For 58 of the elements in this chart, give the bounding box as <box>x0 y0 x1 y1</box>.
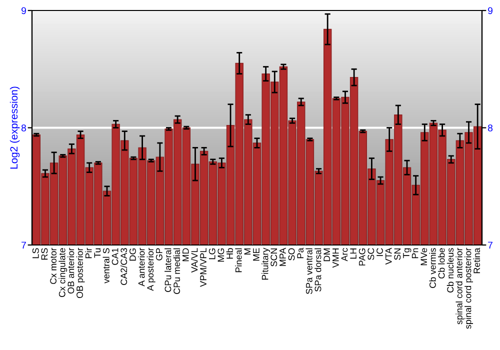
x-tick-label: LG <box>208 248 216 260</box>
x-tick-label: SC <box>368 248 374 260</box>
x-tick-label: PAG <box>358 248 366 266</box>
x-tick-label: SPa dorsal <box>314 248 322 292</box>
x-tick-label: Pn <box>412 248 418 258</box>
x-tick-label: MD <box>182 248 189 262</box>
x-tick-label: Cb vermis <box>429 248 436 288</box>
x-tick-label: SO <box>288 248 295 260</box>
x-tick-label: VA/VL <box>191 248 198 273</box>
y-tick-label: 7 <box>22 242 26 249</box>
x-tick-label: SN <box>394 248 401 260</box>
x-tick-label: Tg <box>403 248 412 258</box>
x-tick-label: Pituitary <box>262 248 270 280</box>
x-tick-label: Hb <box>226 248 233 259</box>
x-tick-label: MG <box>218 248 224 262</box>
x-tick-label: Cb nucleus <box>446 248 454 292</box>
x-tick-label: CA1 <box>112 248 118 265</box>
x-tick-label: Arc <box>341 248 348 262</box>
x-tick-label: ventral S <box>102 248 110 284</box>
x-tick-label: ME <box>253 248 260 261</box>
x-tick-label: LH <box>350 248 356 259</box>
x-tick-label: OB posterior <box>76 248 85 298</box>
x-tick-label: spinal cord posterior <box>464 248 473 329</box>
x-tick-label: Cx cingulate <box>58 248 68 297</box>
x-tick-label: Pir <box>85 248 92 258</box>
x-tick-label: VTA <box>385 248 392 265</box>
x-tick-label: CA2/CA3 <box>120 248 128 285</box>
x-tick-label: Pa <box>297 248 304 258</box>
x-tick-label: Cx motor <box>50 248 56 284</box>
x-tick-label: VPM/VPL <box>200 248 206 287</box>
y2-tick-label: 8 <box>488 124 493 132</box>
y-tick-label: 8 <box>21 124 26 132</box>
y-axis-title: Log2 (expression) <box>10 86 20 169</box>
y-tick-label: 9 <box>21 7 26 14</box>
x-tick-label: Pineal <box>235 248 242 272</box>
x-tick-label: SCN <box>270 248 278 266</box>
y2-tick-label: 9 <box>488 7 492 14</box>
x-tick-label: A anterior <box>138 248 145 286</box>
x-tick-label: RS <box>41 248 48 260</box>
x-tick-label: DG <box>130 248 136 261</box>
x-tick-label: DM <box>324 248 330 262</box>
x-tick-label: IC <box>376 248 383 256</box>
x-tick-label: A posterior <box>146 248 156 291</box>
x-tick-label: SPa ventral <box>306 248 312 294</box>
x-tick-label: Tu <box>94 248 101 258</box>
x-tick-label: GP <box>156 248 162 260</box>
x-tick-label: MPA <box>280 248 286 266</box>
x-tick-label: Retina <box>473 248 480 274</box>
x-tick-label: CPu lateral <box>164 248 172 292</box>
x-tick-label: M <box>244 248 251 255</box>
x-tick-label: MVe <box>420 248 428 266</box>
x-tick-label: OB anterior <box>68 248 74 294</box>
x-tick-label: LS <box>32 248 39 258</box>
x-tick-label: spinal cord anterior <box>456 248 464 324</box>
x-tick-label: CPu medial <box>173 248 180 294</box>
y2-tick-label: 7 <box>488 242 492 249</box>
x-tick-label: Cb lobe <box>438 248 445 278</box>
x-tick-label: VMH <box>332 248 339 268</box>
